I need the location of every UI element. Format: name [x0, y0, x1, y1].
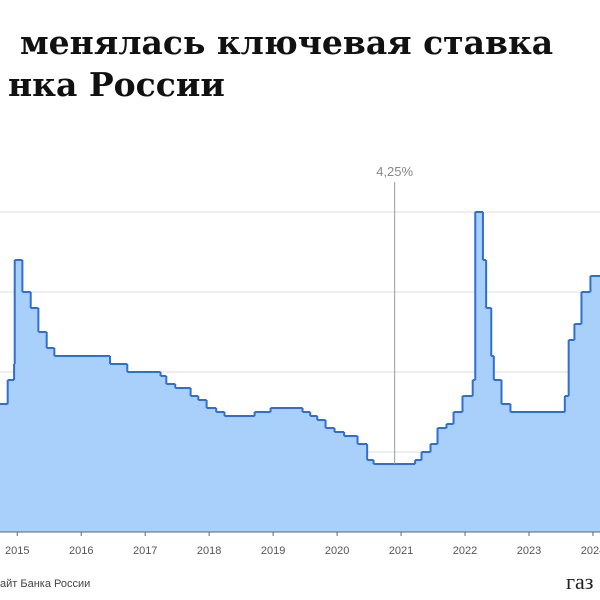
step-area — [160, 376, 167, 532]
step-area — [357, 444, 368, 532]
step-area — [14, 260, 23, 532]
x-tick-label: 2021 — [389, 545, 413, 557]
step-area — [127, 372, 162, 532]
step-area — [482, 260, 487, 532]
step-area — [302, 412, 311, 532]
step-area — [310, 416, 318, 532]
step-area — [421, 452, 431, 532]
step-area — [38, 332, 48, 532]
step-area — [216, 412, 226, 532]
step-area — [453, 412, 463, 532]
step-area — [373, 464, 416, 532]
step-area — [190, 396, 199, 532]
step-area — [198, 400, 208, 532]
step-area — [14, 364, 16, 532]
step-area — [166, 384, 176, 532]
step-area — [493, 380, 502, 532]
step-area — [491, 356, 495, 532]
chart-title: нка России — [8, 65, 225, 104]
step-area — [206, 408, 217, 532]
step-area — [317, 420, 327, 532]
step-area — [430, 444, 439, 532]
step-area — [574, 324, 582, 532]
step-area — [501, 404, 511, 532]
step-area — [446, 424, 455, 532]
step-area — [590, 276, 600, 532]
x-tick-label: 2023 — [517, 545, 541, 557]
step-area — [254, 412, 272, 532]
x-tick-label: 2015 — [5, 545, 29, 557]
step-area — [7, 380, 15, 532]
step-area — [270, 408, 304, 532]
x-tick-label: 2017 — [133, 545, 157, 557]
step-area — [110, 364, 128, 532]
step-area — [54, 356, 111, 532]
step-area — [486, 308, 492, 532]
x-tick-label: 2020 — [325, 545, 349, 557]
step-area — [0, 404, 9, 532]
step-area — [462, 396, 474, 532]
step-area — [334, 432, 345, 532]
logo: газ — [566, 569, 593, 594]
step-area — [46, 348, 55, 532]
chart-title: менялась ключевая ставка — [20, 23, 553, 62]
step-area — [475, 212, 484, 532]
step-area — [581, 292, 591, 532]
step-area — [367, 460, 375, 532]
x-tick-label: 2018 — [197, 545, 221, 557]
step-area — [415, 460, 423, 532]
step-area — [30, 308, 39, 532]
step-area — [510, 412, 566, 532]
step-area — [568, 340, 575, 532]
step-area — [344, 436, 359, 532]
step-area — [437, 428, 447, 532]
step-area — [325, 428, 336, 532]
step-area — [224, 416, 256, 532]
source: айт Банка России — [0, 578, 90, 590]
annotation-text: 4,25% — [376, 164, 413, 179]
step-area — [175, 388, 192, 532]
x-tick-label: 2022 — [453, 545, 477, 557]
step-area — [22, 292, 32, 532]
x-tick-label: 2019 — [261, 545, 285, 557]
x-tick-label: 2016 — [69, 545, 93, 557]
step-area — [564, 396, 570, 532]
step-area — [472, 380, 476, 532]
